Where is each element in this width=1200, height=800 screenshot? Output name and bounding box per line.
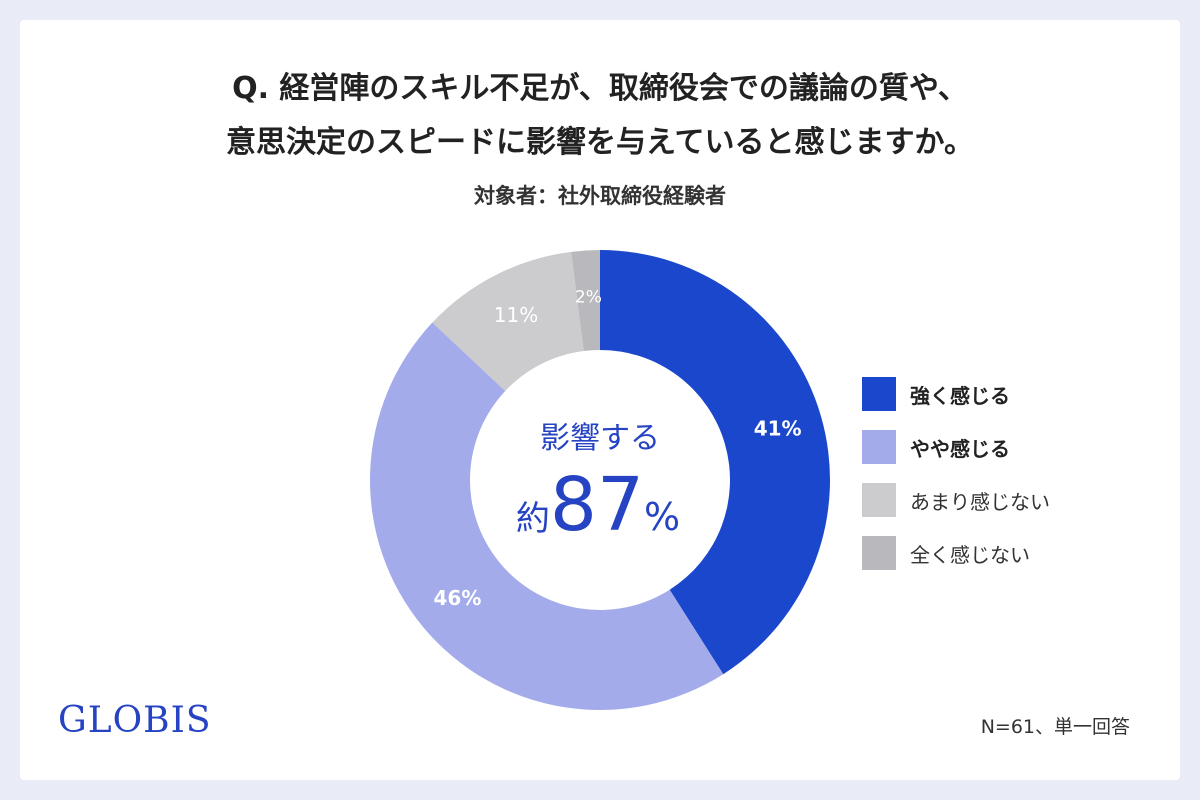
donut-slice-2 bbox=[432, 251, 584, 392]
donut-slice-1 bbox=[369, 322, 724, 711]
center-value-text: 約87% bbox=[516, 462, 680, 548]
legend-item-3: 全く感じない bbox=[862, 534, 1050, 572]
legend-label-1: やや感じる bbox=[910, 436, 1010, 461]
legend-item-2: あまり感じない bbox=[862, 481, 1050, 519]
legend-item-0: 強く感じる bbox=[862, 375, 1050, 413]
center-prefix: 約 bbox=[516, 499, 550, 539]
legend-swatch-1 bbox=[862, 430, 896, 464]
footnote: N=61、単一回答 bbox=[980, 716, 1130, 738]
title-line-1: Q. 経営陣のスキル不足が、取締役会での議論の質や、 bbox=[232, 71, 968, 106]
chart-title: Q. 経営陣のスキル不足が、取締役会での議論の質や、 意思決定のスピードに影響を… bbox=[0, 62, 1200, 170]
slice-label-3: 2% bbox=[575, 287, 602, 307]
legend-swatch-2 bbox=[862, 483, 896, 517]
globis-logo: GLOBIS bbox=[58, 700, 212, 741]
donut-slice-3 bbox=[571, 250, 600, 352]
slice-label-2: 11% bbox=[494, 303, 538, 327]
title-line-2: 意思決定のスピードに影響を与えていると感じますか。 bbox=[226, 125, 974, 160]
legend-label-2: あまり感じない bbox=[910, 489, 1050, 514]
slice-label-1: 46% bbox=[434, 586, 482, 610]
center-value: 87 bbox=[550, 462, 644, 548]
center-unit: % bbox=[644, 495, 680, 539]
donut-slice-0 bbox=[600, 250, 830, 675]
legend-swatch-0 bbox=[862, 377, 896, 411]
slice-label-0: 41% bbox=[754, 416, 802, 440]
legend: 強く感じるやや感じるあまり感じない 全く感じない bbox=[862, 375, 1050, 587]
legend-label-0: 強く感じる bbox=[910, 383, 1010, 408]
legend-item-1: やや感じる bbox=[862, 428, 1050, 466]
chart-subtitle: 対象者：社外取締役経験者 bbox=[474, 184, 726, 208]
legend-swatch-3 bbox=[862, 536, 896, 570]
center-label: 影響する bbox=[540, 421, 660, 456]
legend-label-3: 全く感じない bbox=[910, 542, 1030, 567]
